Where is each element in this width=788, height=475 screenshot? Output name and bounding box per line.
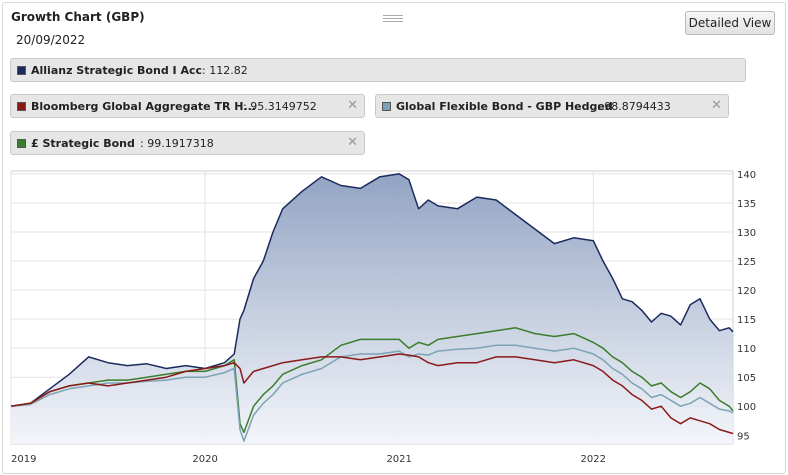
y-tick-label: 135 — [737, 199, 756, 210]
y-tick-label: 125 — [737, 257, 756, 268]
chart-title: Growth Chart (GBP) — [11, 10, 145, 24]
legend-name: £ Strategic Bond — [31, 137, 135, 150]
y-tick-label: 140 — [737, 170, 756, 181]
legend-item-global-flexible: Global Flexible Bond - GBP Hedged : 98.8… — [375, 94, 729, 118]
x-tick-label: 2022 — [581, 454, 606, 465]
series-line-0 — [10, 173, 734, 407]
legend-value: : 99.1917318 — [140, 137, 214, 150]
legend-name: Bloomberg Global Aggregate TR H... — [31, 100, 256, 113]
y-tick-label: 130 — [737, 228, 756, 239]
legend-value-number: 112.82 — [209, 64, 248, 77]
remove-series-icon[interactable]: ✕ — [711, 98, 722, 113]
series-line-1 — [10, 327, 734, 434]
y-tick-label: 115 — [737, 315, 756, 326]
legend-swatch — [17, 102, 26, 111]
y-tick-label: 105 — [737, 373, 756, 384]
x-tick-label: 2021 — [386, 454, 411, 465]
y-tick-label: 120 — [737, 286, 756, 297]
chart-date: 20/09/2022 — [16, 33, 86, 47]
legend-item-allianz: Allianz Strategic Bond I Acc : 112.82 — [10, 58, 746, 82]
legend-value-number: 98.8794433 — [604, 100, 671, 113]
legend-name: Global Flexible Bond - GBP Hedged — [396, 100, 613, 113]
legend-item-bloomberg: Bloomberg Global Aggregate TR H... : 95.… — [10, 94, 365, 118]
remove-series-icon[interactable]: ✕ — [347, 98, 358, 113]
legend-swatch — [382, 102, 391, 111]
y-tick-label: 110 — [737, 344, 756, 355]
x-tick-label: 2019 — [11, 454, 36, 465]
legend-value: : 95.3149752 — [243, 100, 317, 113]
y-tick-label: 95 — [737, 431, 750, 442]
x-tick-label: 2020 — [192, 454, 217, 465]
legend-value: : 112.82 — [202, 64, 248, 77]
legend-value-number: 99.1917318 — [147, 137, 214, 150]
drag-handle-icon[interactable] — [383, 15, 403, 23]
legend-item-strategic-bond: £ Strategic Bond : 99.1917318 ✕ — [10, 131, 365, 155]
series-line-3 — [10, 353, 734, 435]
legend-value-number: 95.3149752 — [250, 100, 317, 113]
detailed-view-button[interactable]: Detailed View — [685, 11, 775, 35]
legend-name: Allianz Strategic Bond I Acc — [31, 64, 203, 77]
legend-swatch — [17, 66, 26, 75]
legend-value: : 98.8794433 — [597, 100, 671, 113]
remove-series-icon[interactable]: ✕ — [347, 135, 358, 150]
legend-swatch — [17, 139, 26, 148]
y-tick-label: 100 — [737, 402, 756, 413]
